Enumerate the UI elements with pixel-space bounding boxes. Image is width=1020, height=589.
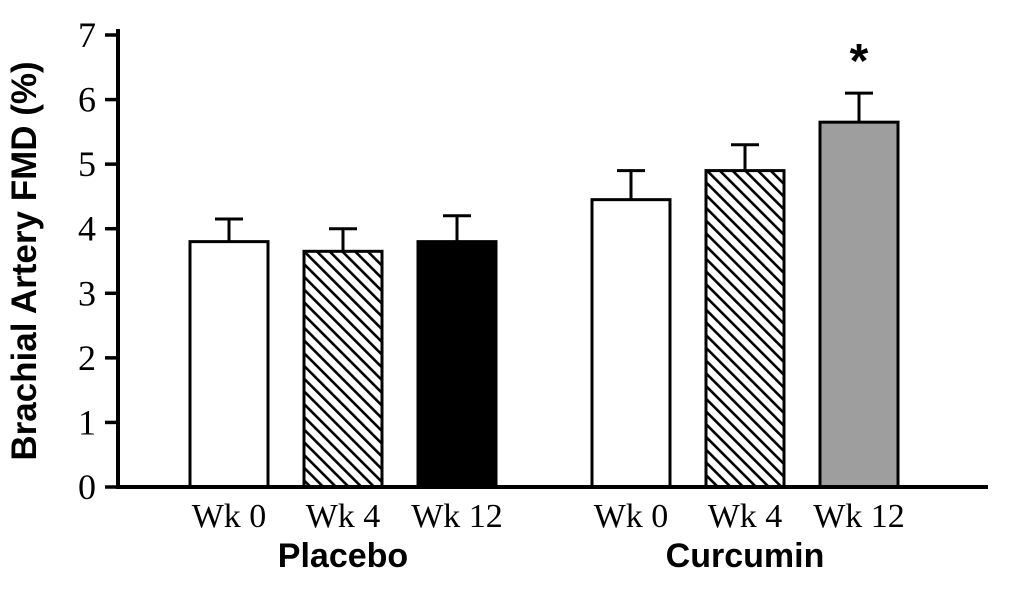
y-tick-label: 3 [78,273,96,313]
group-label: Placebo [278,537,408,575]
y-tick-label: 5 [78,144,96,184]
bar-curcumin-wk12 [818,120,900,489]
x-tick-label: Wk 4 [306,498,381,535]
y-tick-label: 0 [78,467,96,507]
x-tick-label: Wk 4 [708,498,783,535]
x-tick-label: Wk 0 [594,498,669,535]
y-tick-label: 6 [78,80,96,120]
y-axis-title: Brachial Artery FMD (%) [5,61,44,460]
y-tick-label: 2 [78,338,96,378]
x-tick-label: Wk 12 [813,498,905,535]
y-tick-label: 7 [78,15,96,55]
bar-placebo-wk12 [416,240,498,489]
bar-curcumin-wk4 [704,169,786,489]
x-tick-label: Wk 0 [192,498,267,535]
bar-placebo-wk4 [302,249,384,489]
y-tick-label: 1 [78,402,96,442]
group-label: Curcumin [666,537,825,575]
bar-placebo-wk0 [188,240,270,489]
bar-curcumin-wk0 [590,198,672,489]
y-tick-label: 4 [78,209,96,249]
significance-asterisk: * [850,35,869,88]
x-tick-label: Wk 12 [411,498,503,535]
